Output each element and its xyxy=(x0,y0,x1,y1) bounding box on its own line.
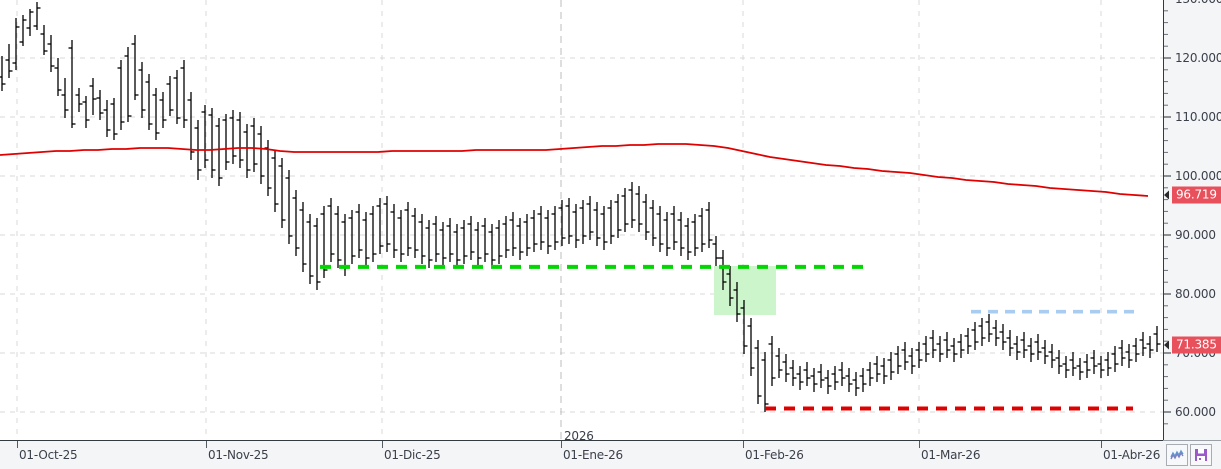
price-tag-arrow-icon xyxy=(1164,340,1169,350)
horizontal-gridlines xyxy=(0,57,1163,413)
time-axis-tick xyxy=(919,441,920,448)
overlay-lines xyxy=(320,264,1140,411)
price-axis-tick-label: 130.000 xyxy=(1175,0,1221,6)
price-axis-tick-label: 110.000 xyxy=(1175,110,1221,124)
price-axis-tick-label: 90.000 xyxy=(1175,228,1216,242)
time-axis-tick xyxy=(561,441,562,448)
price-axis-tick-label: 80.000 xyxy=(1175,287,1216,301)
chart-toolbar[interactable] xyxy=(1163,440,1221,469)
price-chart-plot-area[interactable] xyxy=(0,0,1163,440)
vertical-gridlines xyxy=(16,0,1102,440)
time-axis-tick-label: 01-Dic-25 xyxy=(384,448,441,462)
time-axis-tick xyxy=(743,441,744,448)
toolbar-edge-filler xyxy=(1217,441,1221,469)
zigzag-chart-icon xyxy=(1170,449,1184,460)
ohlc-bar-series xyxy=(0,2,1161,412)
time-axis-tick xyxy=(1101,441,1102,448)
time-axis-tick-label: 01-Mar-26 xyxy=(921,448,981,462)
time-axis[interactable]: 01-Oct-25 01-Nov-25 01-Dic-25 01-Ene-26 01-F… xyxy=(0,440,1163,469)
time-axis-tick-label: 01-Nov-25 xyxy=(208,448,269,462)
price-axis-tick-label: 60.000 xyxy=(1175,405,1216,419)
time-axis-tick xyxy=(206,441,207,448)
price-axis[interactable]: 130.000 120.000 110.000 100.000 90.000 80.000… xyxy=(1163,0,1221,440)
time-axis-tick-label: 01-Abr-26 xyxy=(1103,448,1161,462)
price-axis-tick-label: 100.000 xyxy=(1175,169,1221,183)
save-chart-button[interactable] xyxy=(1190,444,1212,466)
price-tag-arrow-icon xyxy=(1164,190,1169,200)
time-axis-tick-label: 01-Ene-26 xyxy=(563,448,623,462)
time-axis-tick xyxy=(382,441,383,448)
time-axis-tick-label: 01-Oct-25 xyxy=(19,448,78,462)
moving-average-line xyxy=(0,143,1149,197)
price-axis-tick-label: 120.000 xyxy=(1175,51,1221,65)
floppy-save-icon xyxy=(1195,449,1207,461)
time-axis-tick-label: 01-Feb-26 xyxy=(745,448,804,462)
chart-style-button[interactable] xyxy=(1166,444,1188,466)
year-boundary-label: 2026 xyxy=(564,429,594,443)
last-price-tag[interactable]: 96.719 xyxy=(1172,186,1221,204)
chart-canvas xyxy=(0,0,1163,440)
price-axis-ticks xyxy=(1164,10,1171,425)
highlight-zones xyxy=(714,266,776,315)
time-axis-tick xyxy=(17,441,18,448)
current-price-tag[interactable]: 71.385 xyxy=(1172,336,1221,354)
